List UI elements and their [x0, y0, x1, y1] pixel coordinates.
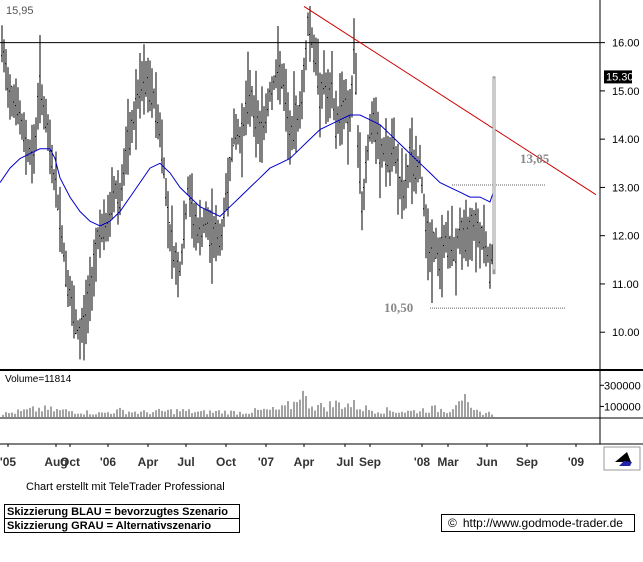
x-axis-strip: [0, 419, 600, 444]
x-tick-label: Apr: [294, 455, 315, 469]
annotation-13-05: 13,05: [520, 151, 550, 166]
price-tick-label: 13.00: [612, 182, 640, 194]
x-tick-label: '06: [100, 455, 117, 469]
last-price-badge: [604, 70, 632, 84]
top-left-price-label: 15,95: [6, 5, 34, 17]
x-tick-label: '08: [414, 455, 431, 469]
volume-y-axis: 300000 100000: [600, 380, 641, 413]
arrow-icon: [615, 452, 631, 462]
price-bars: [1, 6, 493, 361]
x-tick-label: Jun: [476, 455, 497, 469]
volume-bars: [2, 390, 493, 417]
volume-tick-label: 300000: [604, 380, 641, 392]
price-tick-label: 15.00: [612, 86, 640, 98]
price-tick-label: 16.00: [612, 38, 640, 50]
price-tick-label: 10.00: [612, 327, 640, 339]
last-price-label: 15.30: [606, 71, 634, 83]
x-tick-label: Aug: [44, 455, 67, 469]
volume-tick-label: 100000: [604, 401, 641, 413]
x-tick-label: Sep: [359, 455, 381, 469]
x-tick-label: '05: [0, 455, 16, 469]
x-tick-label: Sep: [516, 455, 538, 469]
annotation-10-50: 10,50: [384, 300, 413, 315]
price-y-axis: 16.00 15.00 14.00 13.00 12.00 11.00 10.00: [600, 38, 640, 339]
legend-grey: Skizzierung GRAU = Alternativszenario: [4, 518, 240, 533]
volume-label: Volume=11814: [5, 374, 72, 385]
x-tick-label: Jul: [177, 455, 194, 469]
price-tick-label: 12.00: [612, 231, 640, 243]
x-tick-label: Apr: [138, 455, 159, 469]
x-tick-label: Oct: [60, 455, 80, 469]
downtrend-line: [303, 5, 597, 196]
legend-blue: Skizzierung BLAU = bevorzugtes Szenario: [4, 504, 240, 519]
price-tick-label: 14.00: [612, 134, 640, 146]
source-link[interactable]: © http://www.godmode-trader.de: [441, 514, 635, 532]
credit-text: Chart erstellt mit TeleTrader Profession…: [26, 481, 225, 493]
x-tick-label: Jul: [336, 455, 353, 469]
arrow-shadow-icon: [619, 461, 632, 466]
x-tick-label: Mar: [437, 455, 459, 469]
moving-average-line: [0, 114, 496, 227]
x-tick-label: Oct: [216, 455, 236, 469]
x-tick-label: '09: [568, 455, 585, 469]
source-url[interactable]: http://www.godmode-trader.de: [462, 516, 623, 530]
copyright-icon: ©: [448, 516, 457, 530]
x-tick-label: '07: [258, 455, 275, 469]
price-tick-label: 11.00: [612, 279, 639, 291]
